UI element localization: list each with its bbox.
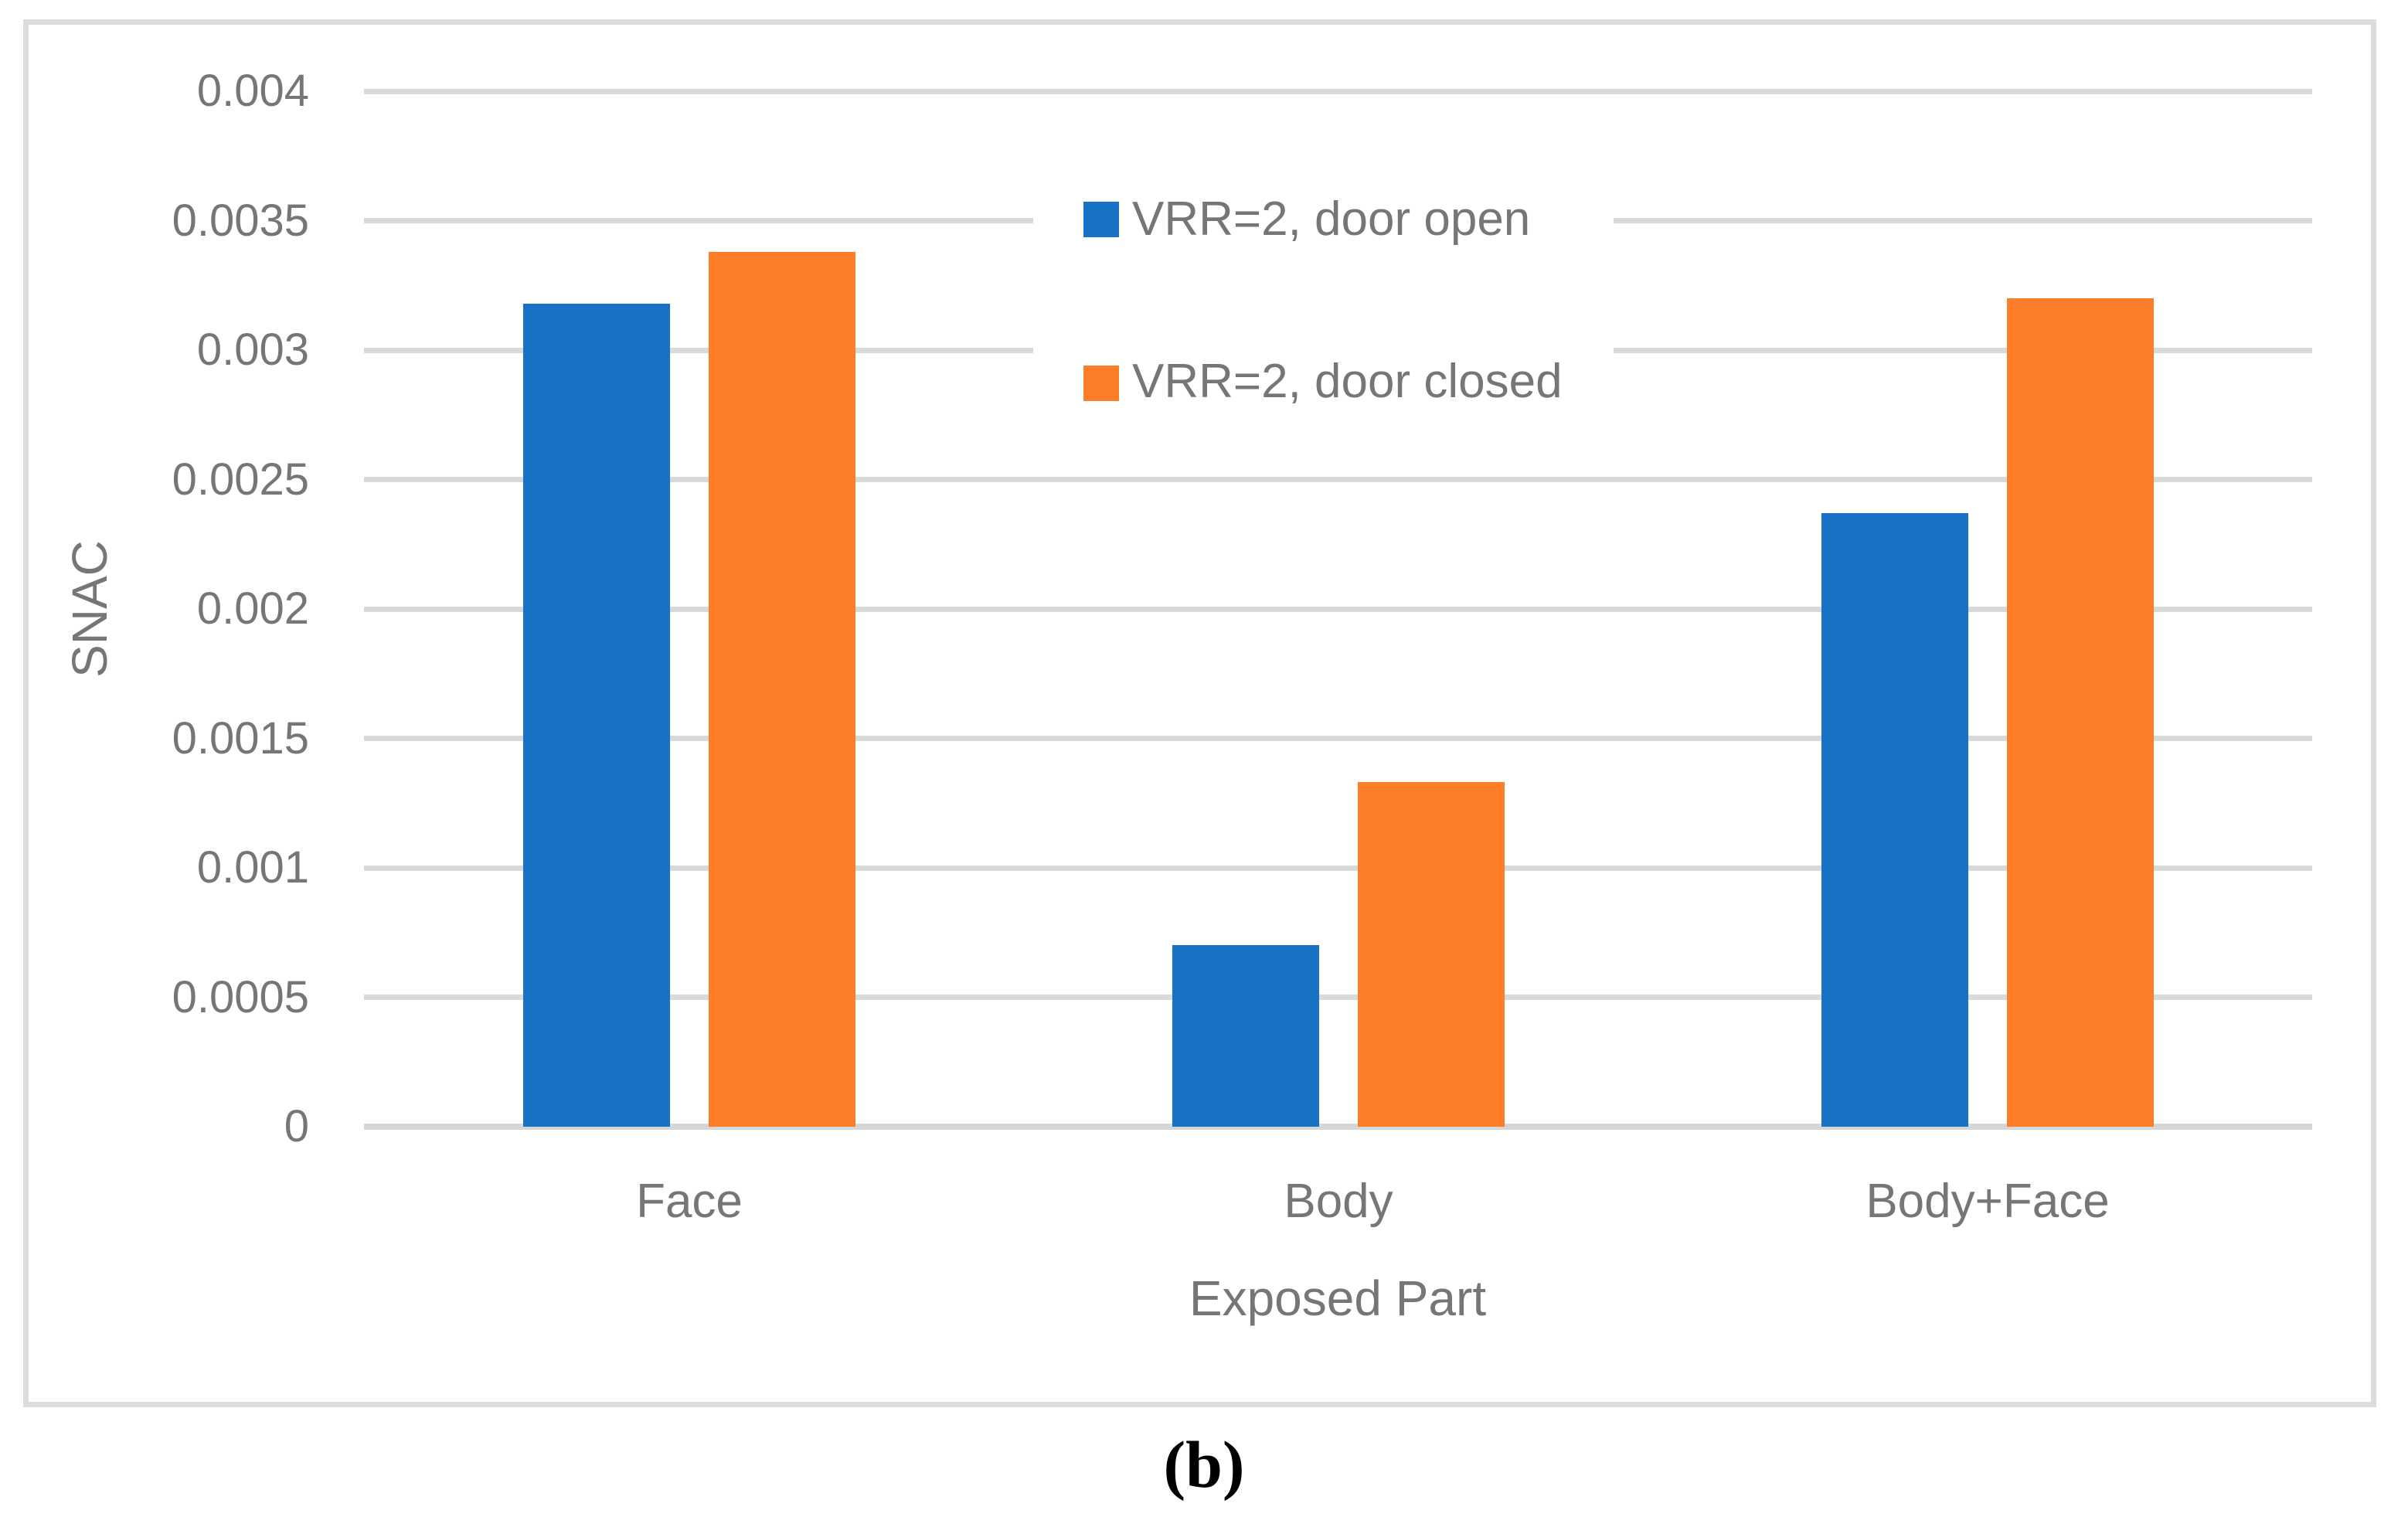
bar-body-face-closed (2007, 298, 2154, 1127)
legend-label-door-closed: VRR=2, door closed (1132, 355, 1563, 408)
figure-caption: (b) (1163, 1427, 1245, 1501)
y-tick-label: 0.0015 (172, 713, 309, 764)
bar-body-face-open (1821, 513, 1968, 1127)
gridline (364, 866, 2312, 871)
bar-face-open (523, 304, 670, 1127)
gridline (364, 736, 2312, 741)
bar-body-closed (1358, 782, 1505, 1127)
y-tick-label: 0.0035 (172, 196, 309, 246)
legend-label-door-open: VRR=2, door open (1132, 192, 1531, 246)
legend-item-door-closed: VRR=2, door closed (1033, 353, 1614, 423)
legend-item-door-open: VRR=2, door open (1033, 191, 1614, 260)
gridline (364, 995, 2312, 1000)
x-axis-line (364, 1124, 2312, 1130)
y-tick-label: 0.003 (196, 325, 309, 375)
y-tick-label: 0.002 (196, 583, 309, 634)
legend-swatch-door-open (1083, 202, 1119, 237)
y-tick-label: 0.0025 (172, 454, 309, 505)
x-category-label: Face (636, 1175, 743, 1228)
x-axis-title: Exposed Part (1189, 1270, 1487, 1326)
legend-swatch-door-closed (1083, 366, 1119, 401)
bar-face-closed (709, 252, 855, 1127)
gridline (364, 477, 2312, 482)
legend: VRR=2, door open VRR=2, door closed (1033, 180, 1614, 435)
y-tick-label: 0.0005 (172, 972, 309, 1022)
gridline (364, 607, 2312, 612)
gridline (364, 89, 2312, 94)
bar-body-open (1172, 945, 1319, 1127)
y-tick-label: 0.001 (196, 842, 309, 893)
y-tick-label: 0.004 (196, 66, 309, 116)
x-category-label: Body+Face (1866, 1175, 2110, 1228)
x-category-label: Body (1284, 1175, 1393, 1228)
y-tick-label: 0 (284, 1101, 309, 1151)
